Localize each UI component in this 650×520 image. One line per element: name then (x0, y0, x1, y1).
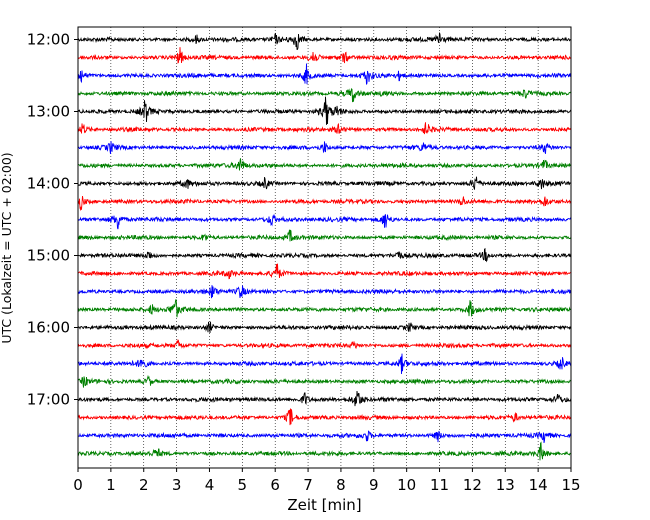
x-tick-label: 13 (496, 476, 515, 494)
x-tick-label: 1 (106, 476, 116, 494)
seismic-trace (77, 229, 572, 242)
seismic-trace (77, 430, 572, 444)
plot-frame (77, 26, 572, 469)
y-tick-label: 16:00 (27, 319, 70, 337)
seismic-trace (77, 374, 572, 388)
y-tick-label: 15:00 (27, 247, 70, 265)
seismic-trace (77, 408, 572, 426)
y-tick-label: 14:00 (27, 175, 70, 193)
x-tick-label: 5 (238, 476, 248, 494)
seismic-trace (77, 141, 572, 154)
y-tick-label: 12:00 (27, 31, 70, 49)
seismic-trace (77, 441, 572, 461)
y-tick-label: 13:00 (27, 103, 70, 121)
x-tick-label: 7 (303, 476, 313, 494)
seismic-trace (77, 213, 572, 230)
x-tick-label: 8 (336, 476, 346, 494)
seismic-trace (77, 390, 572, 407)
seismic-trace (77, 63, 572, 85)
seismic-trace (77, 321, 572, 334)
seismic-trace (77, 87, 572, 103)
x-tick-label: 4 (205, 476, 215, 494)
x-tick-label: 6 (270, 476, 280, 494)
x-tick-label: 2 (139, 476, 149, 494)
seismic-trace (77, 263, 572, 280)
seismic-trace (77, 47, 572, 64)
x-axis-label: Zeit [min] (287, 496, 361, 514)
y-axis: 12:00 13:00 14:00 15:00 16:00 17:00 (27, 31, 78, 409)
seismic-trace (77, 285, 572, 299)
x-tick-label: 11 (430, 476, 449, 494)
seismic-trace (77, 338, 572, 350)
seismic-trace (77, 353, 572, 375)
seismic-trace (77, 299, 572, 318)
x-tick-label: 15 (561, 476, 580, 494)
seismic-trace (77, 247, 572, 263)
y-axis-label: UTC (Lokalzeit = UTC + 02:00) (0, 152, 14, 343)
seismic-trace (77, 122, 572, 135)
x-tick-label: 3 (172, 476, 182, 494)
x-axis: 0 1 2 3 4 5 6 7 8 9 10 11 12 13 14 15 (73, 468, 581, 494)
seismic-trace (77, 195, 572, 212)
seismic-trace (77, 32, 572, 50)
x-tick-label: 12 (463, 476, 482, 494)
x-tick-label: 9 (369, 476, 379, 494)
x-tick-label: 0 (73, 476, 83, 494)
x-tick-label: 10 (397, 476, 416, 494)
seismic-trace (77, 96, 572, 125)
x-tick-label: 14 (529, 476, 548, 494)
trace-group (77, 32, 572, 461)
seismic-trace (77, 176, 572, 190)
y-tick-label: 17:00 (27, 391, 70, 409)
seismic-trace (77, 158, 572, 171)
